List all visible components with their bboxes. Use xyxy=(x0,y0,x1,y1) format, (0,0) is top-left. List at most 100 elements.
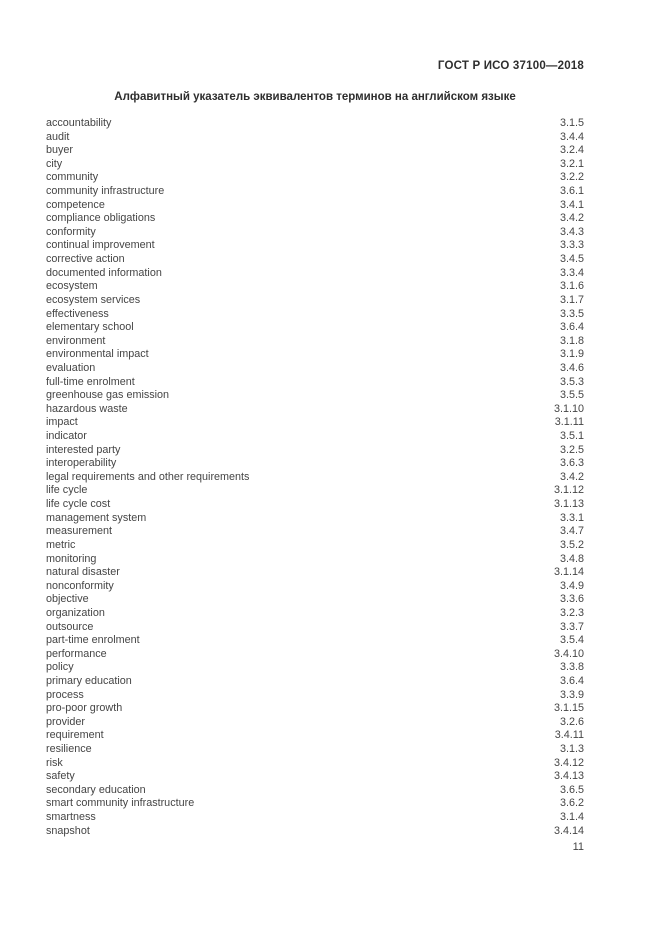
term-ref: 3.3.9 xyxy=(559,688,584,701)
term-label: organization xyxy=(46,606,105,619)
term-ref: 3.4.13 xyxy=(553,770,584,783)
index-row: policy 3.3.8 xyxy=(46,661,584,675)
term-label: full-time enrolment xyxy=(46,375,135,388)
index-row: outsource 3.3.7 xyxy=(46,621,584,635)
term-ref: 3.1.15 xyxy=(553,702,584,715)
term-ref: 3.3.5 xyxy=(559,307,584,320)
index-row: smart community infrastructure 3.6.2 xyxy=(46,797,584,811)
index-row: organization 3.2.3 xyxy=(46,607,584,621)
term-label: elementary school xyxy=(46,321,134,334)
index-row: impact 3.1.11 xyxy=(46,416,584,430)
index-row: part-time enrolment 3.5.4 xyxy=(46,634,584,648)
term-label: process xyxy=(46,688,84,701)
term-ref: 3.5.3 xyxy=(559,375,584,388)
index-row: resilience 3.1.3 xyxy=(46,743,584,757)
term-ref: 3.5.5 xyxy=(559,389,584,402)
term-label: conformity xyxy=(46,225,96,238)
term-label: audit xyxy=(46,130,70,143)
index-row: accountability 3.1.5 xyxy=(46,117,584,131)
term-ref: 3.1.10 xyxy=(553,402,584,415)
index-row: primary education 3.6.4 xyxy=(46,675,584,689)
index-row: environmental impact 3.1.9 xyxy=(46,348,584,362)
index-row: snapshot 3.4.14 xyxy=(46,825,584,839)
index-row: life cycle cost 3.1.13 xyxy=(46,498,584,512)
term-ref: 3.1.14 xyxy=(553,566,584,579)
page-number: 11 xyxy=(572,841,584,853)
term-label: community xyxy=(46,171,99,184)
term-ref: 3.4.10 xyxy=(553,647,584,660)
index-row: measurement 3.4.7 xyxy=(46,525,584,539)
term-ref: 3.6.2 xyxy=(559,797,584,810)
term-label: ecosystem xyxy=(46,280,98,293)
term-label: measurement xyxy=(46,525,113,538)
term-label: greenhouse gas emission xyxy=(46,389,170,402)
term-ref: 3.1.4 xyxy=(559,811,584,824)
index-row: indicator 3.5.1 xyxy=(46,430,584,444)
term-ref: 3.3.8 xyxy=(559,661,584,674)
term-label: accountability xyxy=(46,117,112,129)
term-ref: 3.3.4 xyxy=(559,266,584,279)
term-ref: 3.5.4 xyxy=(559,634,584,647)
index-row: buyer 3.2.4 xyxy=(46,144,584,158)
term-label: life cycle cost xyxy=(46,498,111,511)
index-row: smartness 3.1.4 xyxy=(46,811,584,825)
term-label: policy xyxy=(46,661,74,674)
term-ref: 3.2.5 xyxy=(559,443,584,456)
term-ref: 3.2.4 xyxy=(559,144,584,157)
term-label: snapshot xyxy=(46,824,90,837)
term-label: interested party xyxy=(46,443,121,456)
term-label: natural disaster xyxy=(46,566,120,579)
index-row: compliance obligations 3.4.2 xyxy=(46,212,584,226)
index-row: community 3.2.2 xyxy=(46,171,584,185)
term-label: interoperability xyxy=(46,457,117,470)
term-label: smartness xyxy=(46,811,96,824)
index-row: documented information 3.3.4 xyxy=(46,267,584,281)
index-row: monitoring 3.4.8 xyxy=(46,553,584,567)
term-ref: 3.6.3 xyxy=(559,457,584,470)
term-label: metric xyxy=(46,538,76,551)
term-label: objective xyxy=(46,593,89,606)
term-ref: 3.1.6 xyxy=(559,280,584,293)
term-label: requirement xyxy=(46,729,104,742)
index-row: effectiveness 3.3.5 xyxy=(46,308,584,322)
index-row: pro-poor growth 3.1.15 xyxy=(46,702,584,716)
term-label: environmental impact xyxy=(46,348,149,361)
term-label: safety xyxy=(46,770,75,783)
term-ref: 3.4.6 xyxy=(559,361,584,374)
term-label: nonconformity xyxy=(46,579,114,592)
term-ref: 3.2.1 xyxy=(559,157,584,170)
term-ref: 3.1.9 xyxy=(559,348,584,361)
term-label: buyer xyxy=(46,144,74,157)
index-row: safety 3.4.13 xyxy=(46,770,584,784)
index-row: requirement 3.4.11 xyxy=(46,729,584,743)
term-ref: 3.4.11 xyxy=(554,729,584,742)
term-ref: 3.1.7 xyxy=(559,293,584,306)
term-ref: 3.4.2 xyxy=(559,212,584,225)
index-row: competence 3.4.1 xyxy=(46,199,584,213)
term-ref: 3.6.4 xyxy=(559,674,584,687)
index-row: metric 3.5.2 xyxy=(46,539,584,553)
term-label: risk xyxy=(46,756,63,769)
index-row: community infrastructure 3.6.1 xyxy=(46,185,584,199)
term-ref: 3.3.7 xyxy=(559,620,584,633)
index-row: city 3.2.1 xyxy=(46,158,584,172)
term-label: smart community infrastructure xyxy=(46,797,195,810)
term-label: city xyxy=(46,157,63,170)
index-row: life cycle 3.1.12 xyxy=(46,484,584,498)
term-ref: 3.4.1 xyxy=(559,198,584,211)
term-label: corrective action xyxy=(46,253,125,266)
term-label: pro-poor growth xyxy=(46,702,123,715)
term-label: environment xyxy=(46,334,106,347)
term-label: indicator xyxy=(46,430,87,443)
term-label: monitoring xyxy=(46,552,97,565)
term-ref: 3.2.3 xyxy=(559,606,584,619)
term-ref: 3.4.14 xyxy=(553,824,584,837)
index-row: audit 3.4.4 xyxy=(46,131,584,145)
term-label: compliance obligations xyxy=(46,212,156,225)
term-ref: 3.3.6 xyxy=(559,593,584,606)
index-row: legal requirements and other requirement… xyxy=(46,471,584,485)
term-ref: 3.4.7 xyxy=(559,525,584,538)
term-ref: 3.5.1 xyxy=(559,430,584,443)
index-row: interoperability 3.6.3 xyxy=(46,457,584,471)
